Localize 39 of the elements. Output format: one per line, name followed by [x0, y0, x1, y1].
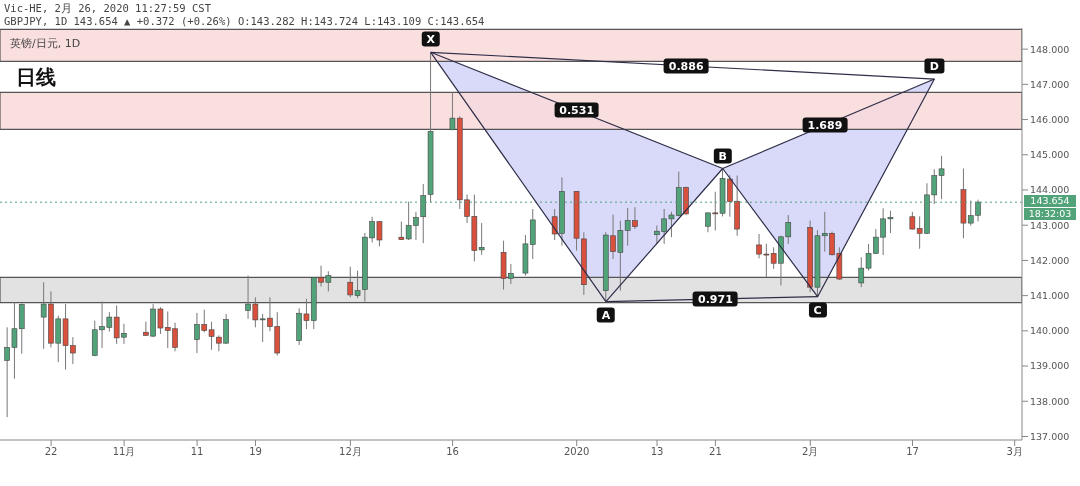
y-tick-label: 142.000	[1030, 254, 1070, 266]
x-tick-label: 11	[190, 446, 204, 458]
x-tick-label: 2月	[802, 446, 819, 458]
annotation: 1.689	[802, 117, 848, 133]
annotation: X	[421, 31, 440, 47]
text: 英镑/日元, 1D	[10, 36, 81, 51]
x-tick-label: 17	[906, 446, 919, 458]
y-tick-label: 137.000	[1030, 430, 1070, 442]
x-tick-label: 2020	[563, 446, 590, 458]
y-tick-label: 139.000	[1030, 360, 1070, 372]
x-tick-label: 11月	[112, 446, 136, 458]
x-tick-label: 13	[650, 446, 664, 458]
x-tick-label: 12月	[339, 446, 362, 458]
ref-line-label: 143.654	[1024, 195, 1076, 208]
y-tick-label: 143.000	[1030, 219, 1070, 231]
y-tick-label: 138.000	[1030, 395, 1070, 407]
annotation: 0.971	[692, 291, 738, 307]
text: 18:32:03	[1024, 208, 1076, 221]
text: Vic-HE, 2月 26, 2020 11:27:59 CST	[4, 2, 211, 16]
x-tick-label: 3月	[1006, 446, 1023, 458]
annotation: D	[924, 58, 944, 74]
x-tick-label: 19	[249, 446, 262, 458]
annotation: C	[808, 302, 827, 318]
annotation: 0.531	[554, 102, 600, 118]
y-tick-label: 144.000	[1030, 184, 1070, 196]
y-tick-label: 145.000	[1030, 149, 1070, 161]
annotation: A	[596, 307, 616, 323]
annotation: 0.886	[663, 58, 709, 74]
y-tick-label: 148.000	[1030, 43, 1070, 55]
x-tick-label: 21	[709, 446, 722, 458]
annotation: B	[713, 148, 732, 163]
x-tick-label: 22	[44, 446, 58, 458]
y-tick-label: 141.000	[1030, 290, 1070, 301]
y-tick-label: 146.000	[1030, 113, 1070, 125]
text: GBPJPY, 1D 143.654 ▲ +0.372 (+0.26%) O:143.282 H:143.724 L:143.109 C:143.654	[4, 15, 485, 27]
y-tick-label: 140.000	[1030, 325, 1070, 337]
text: 日线	[16, 64, 56, 91]
x-tick-label: 16	[446, 446, 459, 458]
y-tick-label: 147.000	[1030, 78, 1070, 90]
